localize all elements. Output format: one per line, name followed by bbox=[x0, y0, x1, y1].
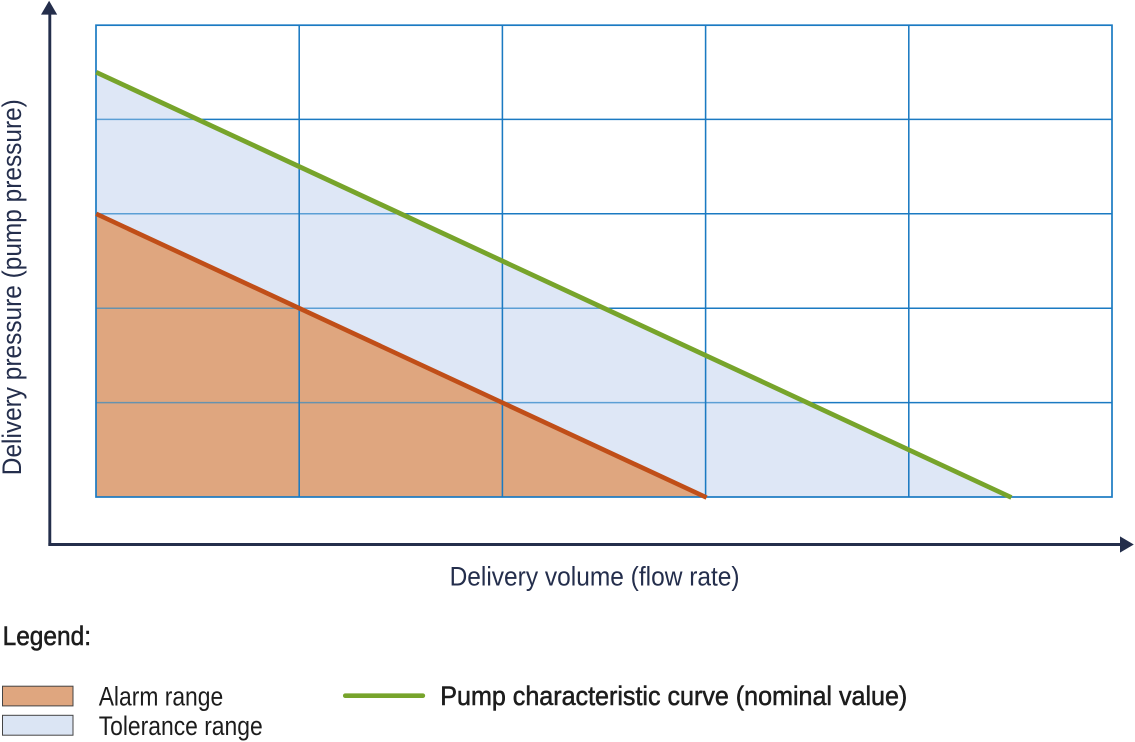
svg-text:Delivery volume (flow rate): Delivery volume (flow rate) bbox=[450, 562, 740, 592]
svg-text:Alarm range: Alarm range bbox=[99, 681, 224, 711]
svg-text:Legend:: Legend: bbox=[3, 621, 91, 651]
svg-text:Pump characteristic curve (nom: Pump characteristic curve (nominal value… bbox=[440, 681, 907, 711]
svg-text:Delivery pressure (pump pressu: Delivery pressure (pump pressure) bbox=[0, 99, 27, 475]
svg-text:Tolerance range: Tolerance range bbox=[99, 711, 263, 741]
